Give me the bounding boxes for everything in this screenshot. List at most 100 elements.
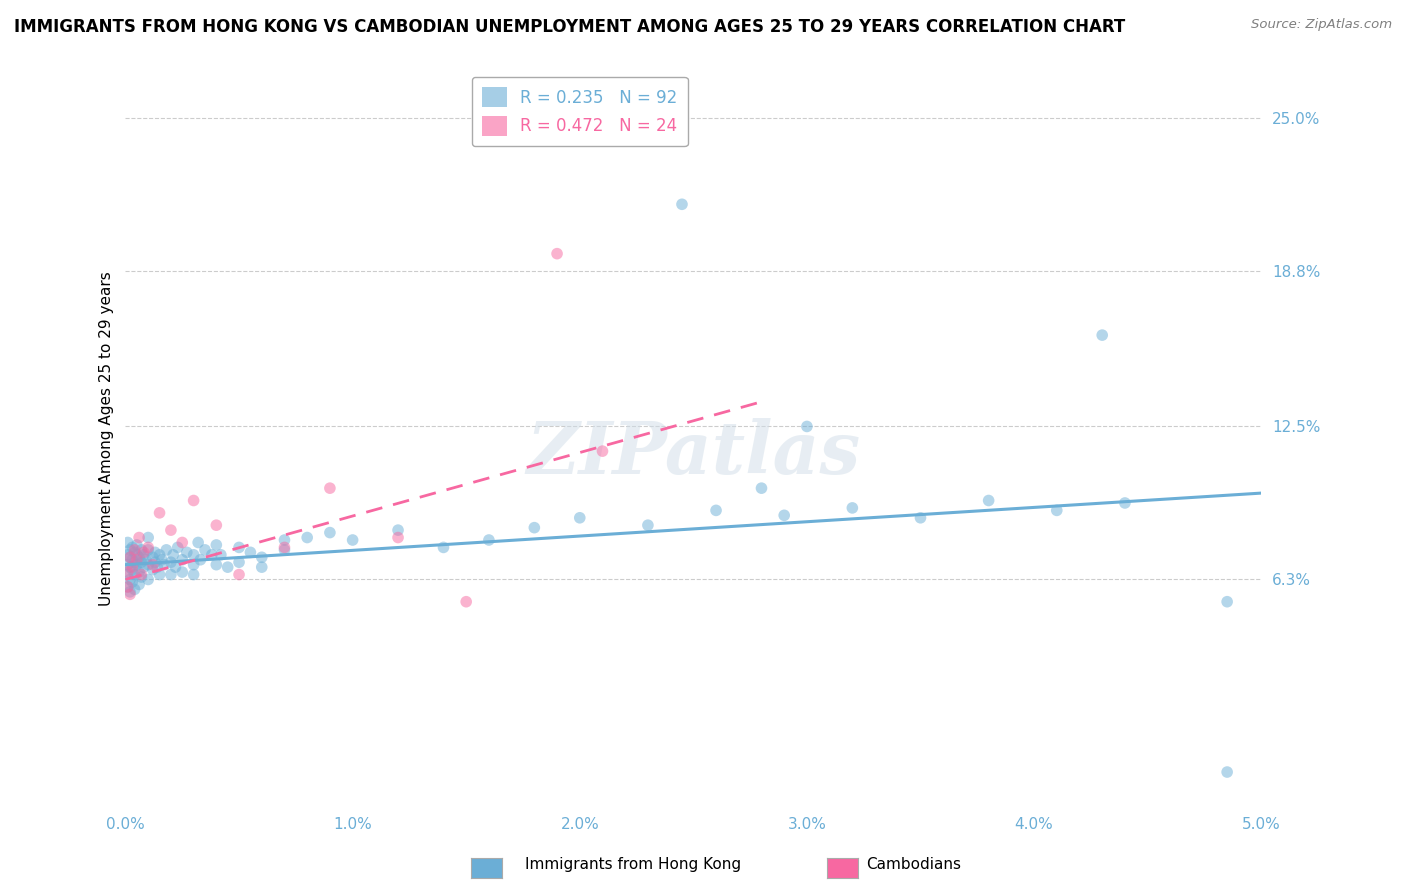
Point (132, 548, 155, 562)
Point (117, 558, 139, 572)
Point (704, 503, 727, 517)
Point (135, 553, 157, 567)
Y-axis label: Unemployment Among Ages 25 to 29 years: Unemployment Among Ages 25 to 29 years (100, 271, 114, 607)
Point (121, 560, 143, 574)
Point (176, 545, 198, 559)
Point (1216, 595, 1239, 609)
Point (142, 558, 165, 572)
Point (124, 567, 146, 582)
Point (239, 545, 262, 559)
Point (121, 563, 143, 577)
Point (131, 542, 153, 557)
Legend: R = 0.235   N = 92, R = 0.472   N = 24: R = 0.235 N = 92, R = 0.472 N = 24 (472, 77, 688, 146)
Point (121, 574, 143, 589)
Point (194, 542, 217, 557)
Point (165, 560, 187, 574)
Point (148, 548, 170, 562)
Point (124, 545, 146, 559)
Point (172, 553, 194, 567)
Point (273, 542, 295, 557)
Point (117, 580, 139, 594)
Point (387, 531, 409, 545)
Point (136, 573, 159, 587)
Point (153, 558, 176, 572)
Point (1046, 503, 1069, 517)
Point (205, 518, 228, 533)
Point (118, 573, 141, 587)
Point (131, 567, 153, 582)
Point (148, 506, 170, 520)
Point (142, 550, 165, 565)
Point (118, 542, 141, 557)
Point (183, 558, 205, 572)
Point (118, 550, 141, 565)
Point (228, 555, 250, 569)
Point (117, 565, 139, 579)
Point (160, 523, 183, 537)
Point (295, 531, 318, 545)
Point (751, 481, 773, 495)
Point (319, 481, 342, 495)
Point (136, 531, 159, 545)
Point (136, 541, 159, 555)
Point (160, 567, 183, 582)
Point (162, 548, 184, 562)
Point (136, 558, 159, 572)
Point (387, 523, 409, 537)
Point (155, 542, 177, 557)
Point (166, 541, 188, 555)
Point (118, 584, 141, 599)
Point (128, 577, 150, 591)
Point (128, 565, 150, 579)
Point (121, 553, 143, 567)
Point (592, 444, 614, 458)
Point (183, 548, 205, 562)
Point (160, 555, 183, 569)
Text: Cambodians: Cambodians (866, 857, 962, 872)
Text: ZIPatlas: ZIPatlas (526, 418, 860, 489)
Point (125, 553, 148, 567)
Text: Source: ZipAtlas.com: Source: ZipAtlas.com (1251, 18, 1392, 31)
Point (432, 541, 454, 555)
Point (1114, 496, 1136, 510)
Point (117, 548, 139, 562)
Point (187, 535, 209, 549)
Point (1216, 765, 1239, 780)
Point (128, 550, 150, 565)
Point (456, 595, 478, 609)
Point (205, 538, 228, 552)
Point (132, 545, 155, 559)
Point (124, 555, 146, 569)
Point (342, 533, 364, 547)
Point (132, 560, 155, 574)
Point (118, 587, 141, 601)
Point (124, 582, 146, 597)
Point (568, 510, 591, 524)
Point (118, 550, 141, 565)
Point (148, 567, 170, 582)
Point (273, 533, 295, 547)
Point (136, 542, 159, 557)
Point (523, 521, 546, 535)
Point (125, 558, 148, 572)
Point (183, 567, 205, 582)
Point (910, 510, 932, 524)
Text: Immigrants from Hong Kong: Immigrants from Hong Kong (524, 857, 741, 872)
Point (250, 560, 273, 574)
Point (117, 580, 139, 594)
Point (1091, 328, 1114, 343)
Point (841, 500, 863, 515)
Point (773, 508, 796, 523)
Point (228, 567, 250, 582)
Point (150, 553, 173, 567)
Point (125, 538, 148, 552)
Point (671, 197, 693, 211)
Text: IMMIGRANTS FROM HONG KONG VS CAMBODIAN UNEMPLOYMENT AMONG AGES 25 TO 29 YEARS CO: IMMIGRANTS FROM HONG KONG VS CAMBODIAN U… (14, 18, 1125, 36)
Point (131, 570, 153, 584)
Point (118, 560, 141, 574)
Point (117, 567, 139, 582)
Point (121, 541, 143, 555)
Point (205, 558, 228, 572)
Point (124, 542, 146, 557)
Point (319, 525, 342, 540)
